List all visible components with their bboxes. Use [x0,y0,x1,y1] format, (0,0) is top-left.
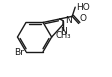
Text: HO: HO [75,3,89,12]
Text: N: N [65,16,71,25]
Text: CH₃: CH₃ [55,31,70,40]
Text: Br: Br [14,48,23,57]
Text: N: N [59,27,66,36]
Text: O: O [79,14,85,23]
